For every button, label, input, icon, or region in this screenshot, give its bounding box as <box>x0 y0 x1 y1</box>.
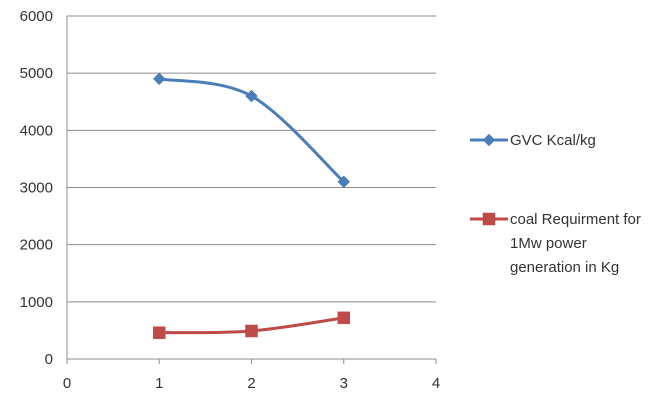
legend-label: GVC Kcal/kg <box>510 132 596 149</box>
y-tick-label: 3000 <box>20 180 53 197</box>
legend-marker-square <box>482 212 496 226</box>
data-point-diamond <box>337 175 351 189</box>
series-2 <box>153 311 350 339</box>
legend-item: GVC Kcal/kg <box>470 132 596 149</box>
x-tick-label: 0 <box>63 375 71 392</box>
y-tick-label: 5000 <box>20 65 53 82</box>
axis-layer: 0 1000 2000 3000 4000 5000 6000 0 1 2 3 4 <box>20 8 441 392</box>
data-point-square <box>337 311 350 325</box>
legend-item: coal Requirment for 1Mw power generation i… <box>470 211 641 276</box>
data-point-diamond <box>152 72 166 86</box>
data-point-square <box>153 326 166 339</box>
y-tick-label: 4000 <box>20 122 53 139</box>
y-tick-label: 6000 <box>20 8 53 25</box>
data-point-square <box>245 324 258 338</box>
data-point-diamond <box>245 89 258 103</box>
y-tick-label: 1000 <box>20 294 53 311</box>
x-tick-label: 4 <box>432 375 440 392</box>
legend-label: coal Requirment for <box>510 211 641 228</box>
series-layer <box>152 72 351 339</box>
legend-marker-diamond <box>482 133 496 147</box>
x-tick-label: 2 <box>247 375 255 392</box>
y-tick-label: 0 <box>45 351 53 368</box>
legend-label: generation in Kg <box>510 259 619 276</box>
series-1 <box>152 72 351 189</box>
legend: GVC Kcal/kg coal Requirment for 1Mw power g… <box>470 132 641 276</box>
legend-label: 1Mw power <box>510 235 587 252</box>
x-tick-label: 1 <box>155 375 163 392</box>
x-tick-label: 3 <box>340 375 348 392</box>
y-tick-label: 2000 <box>20 237 53 254</box>
grid-layer <box>67 15 436 303</box>
